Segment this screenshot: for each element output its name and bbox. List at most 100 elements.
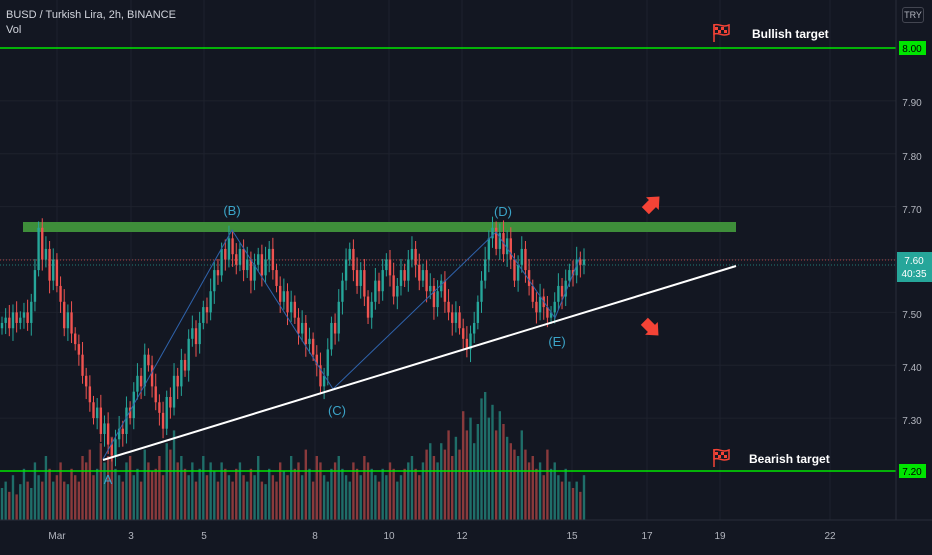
volume-bar: [41, 481, 44, 520]
candle-body: [410, 248, 414, 260]
currency-badge[interactable]: TRY: [902, 7, 924, 23]
volume-bar: [575, 481, 578, 520]
volume-bar: [33, 462, 37, 520]
volume-bar: [30, 488, 33, 520]
candle-body: [352, 248, 355, 271]
volume-bar: [48, 468, 51, 520]
volume-bar: [289, 456, 293, 520]
symbol-title[interactable]: BUSD / Turkish Lira, 2h, BINANCE: [6, 9, 176, 21]
candle-body: [220, 248, 223, 276]
volume-bar: [432, 456, 436, 520]
candle-body: [37, 227, 40, 271]
candle-body: [396, 285, 399, 297]
volume-bar: [128, 456, 132, 520]
volume-bar: [451, 456, 454, 520]
last-price-tag: [897, 252, 932, 282]
volume-bar: [161, 475, 165, 520]
volume-bar: [121, 481, 124, 520]
volume-bar: [147, 462, 150, 520]
candle-body: [242, 248, 245, 271]
candle-body: [26, 312, 29, 323]
last-price-countdown: 40:35: [901, 269, 926, 280]
candle-body: [224, 248, 227, 260]
volume-bar: [257, 456, 260, 520]
wave-line[interactable]: [102, 229, 581, 460]
volume-bar: [414, 468, 417, 520]
volume-bar: [322, 475, 326, 520]
support-trendline[interactable]: [102, 265, 737, 461]
volume-bar: [421, 462, 425, 520]
volume-bar: [480, 398, 483, 520]
candle-body: [549, 312, 553, 318]
volume-bar: [381, 468, 384, 520]
wave-label-b: (B): [223, 203, 240, 218]
volume-bar: [143, 449, 146, 520]
volume-bar: [268, 468, 271, 520]
arrow-up-right-icon[interactable]: [639, 190, 666, 217]
candle-body: [15, 312, 18, 323]
candle-body: [253, 264, 256, 281]
candle-body: [205, 307, 209, 313]
time-axis[interactable]: Mar 3 5 8 10 12 15 17 19 22: [0, 519, 932, 542]
candle-body: [403, 270, 406, 281]
volume-bar: [114, 468, 117, 520]
candle-body: [278, 285, 282, 302]
volume-bar: [352, 462, 355, 520]
price-axis[interactable]: 7.90 7.80 7.70 7.50 7.40 7.30 8.00 7.20 …: [895, 0, 932, 520]
candle-body: [286, 291, 289, 313]
volume-bar: [231, 481, 234, 520]
time-tick: 3: [128, 531, 134, 542]
volume-bar: [92, 475, 95, 520]
candle-body: [498, 233, 502, 249]
candle-body: [183, 359, 187, 371]
volume-bar: [538, 462, 542, 520]
candle-body: [216, 270, 220, 276]
checkered-flag-icon[interactable]: [713, 448, 730, 467]
candle-body: [582, 259, 586, 265]
candle-body: [84, 375, 88, 387]
volume-bar: [366, 462, 370, 520]
volume-bar: [117, 475, 121, 520]
volume-bar: [19, 484, 22, 520]
volume-bar: [4, 481, 7, 520]
candle-body: [315, 354, 318, 366]
candle-body: [264, 259, 267, 276]
candle-body: [114, 439, 117, 456]
candle-body: [194, 328, 198, 345]
volume-bar: [465, 430, 469, 520]
candle-body: [421, 270, 425, 281]
volume-bar: [370, 468, 373, 520]
volume-bar: [191, 462, 194, 520]
volume-bar: [275, 481, 278, 520]
candle-body: [311, 338, 315, 355]
candle-body: [322, 375, 326, 387]
candle-body: [487, 238, 491, 260]
volume-bar: [535, 468, 538, 520]
volume-bar: [564, 468, 567, 520]
arrow-down-right-icon[interactable]: [638, 315, 665, 342]
chart-legend[interactable]: BUSD / Turkish Lira, 2h, BINANCE Vol: [6, 8, 176, 38]
candle-body: [55, 259, 59, 286]
time-tick: 12: [456, 531, 468, 542]
candle-body: [326, 349, 329, 376]
checkered-flag-icon[interactable]: [713, 23, 730, 42]
candle-body: [308, 338, 311, 345]
candle-body: [180, 359, 183, 387]
volume-bar: [187, 475, 190, 520]
candle-body: [227, 238, 231, 260]
volume-bar: [483, 392, 487, 520]
volume-bar: [194, 481, 198, 520]
volume-bar: [213, 471, 216, 520]
candle-body: [407, 259, 410, 281]
candle-body: [443, 280, 447, 302]
time-tick: 19: [714, 531, 726, 542]
volume-bar: [363, 456, 366, 520]
volume-bar: [15, 494, 18, 520]
resistance-zone[interactable]: [23, 222, 736, 232]
bullish-price-tag: [899, 41, 926, 55]
volume-indicator-label[interactable]: Vol: [6, 24, 22, 36]
candle-body: [121, 428, 124, 434]
volume-bar: [396, 481, 399, 520]
candle-body: [436, 291, 439, 308]
